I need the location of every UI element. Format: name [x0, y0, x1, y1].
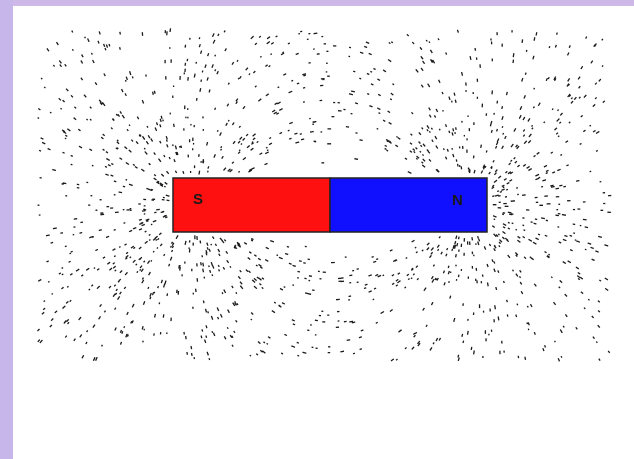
- top-border: [0, 0, 634, 6]
- iron-filings: [37, 28, 612, 362]
- north-pole: [329, 177, 488, 233]
- left-border: [0, 0, 13, 459]
- filings-path: [37, 28, 612, 362]
- south-pole: [172, 177, 331, 233]
- north-label: N: [452, 192, 463, 209]
- south-label: S: [193, 191, 203, 208]
